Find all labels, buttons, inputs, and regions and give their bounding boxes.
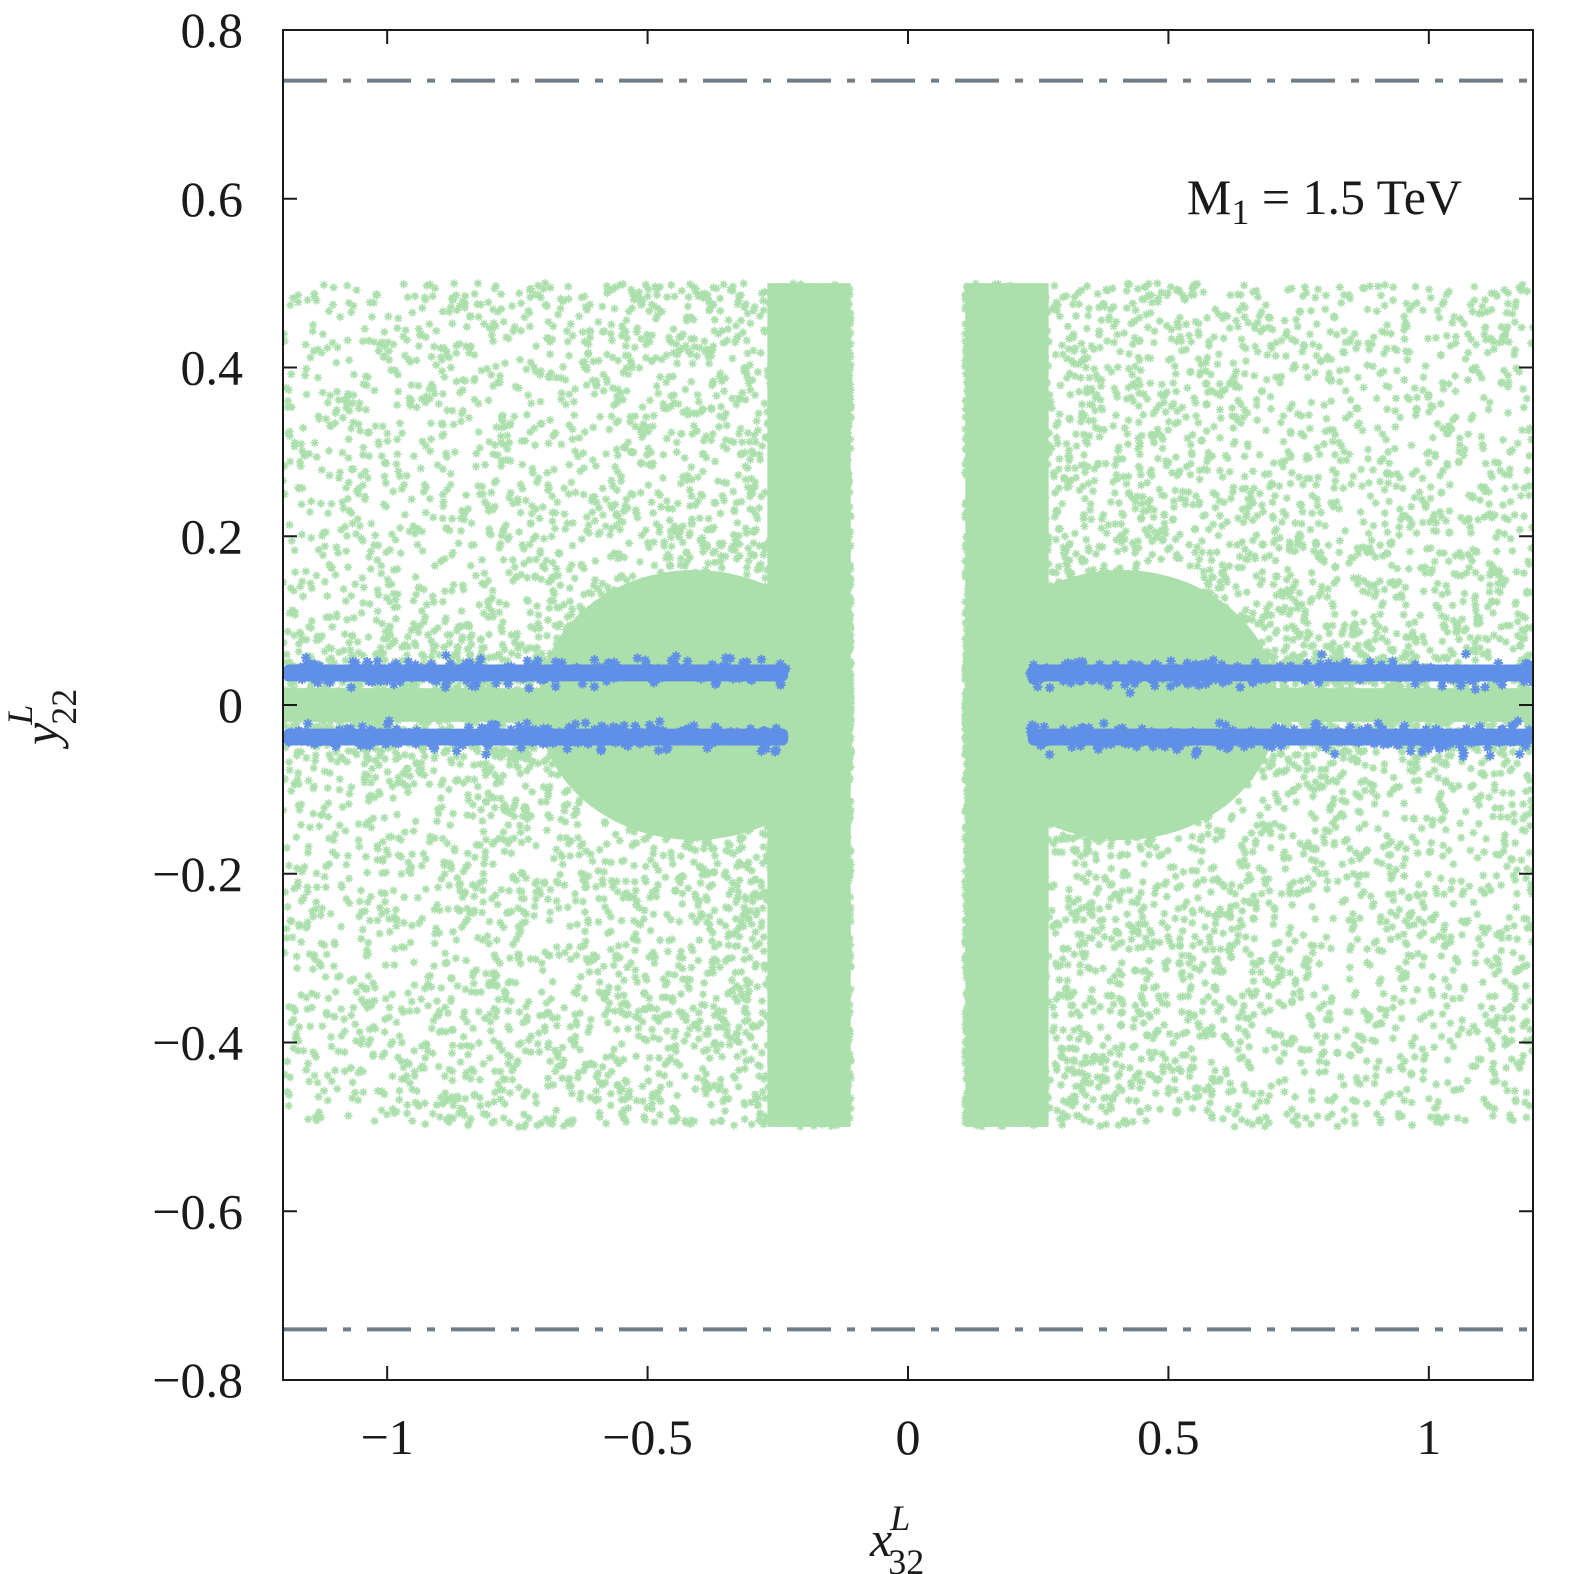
reference-lines [283,78,1533,1332]
blue-scatter-points [283,650,791,694]
y-tick-label: −0.8 [152,1352,243,1408]
green-scatter-points [960,279,1533,1132]
blue-scatter-points [1025,716,1533,762]
y-tick-label: 0.6 [181,171,244,227]
y-tick-label: 0.2 [181,508,244,564]
y-tick-label: 0.4 [181,340,244,396]
y-tick-label: −0.4 [152,1015,243,1071]
y-tick-label: −0.6 [152,1183,243,1239]
annotation-label: M1 = 1.5 TeV [1187,169,1462,232]
y-tick-label: 0.8 [181,2,244,58]
x-tick-label: −1 [361,1409,414,1465]
data-points [283,278,1533,1132]
y-tick-label: −0.2 [152,846,243,902]
x-tick-label: 0 [896,1409,921,1465]
x-axis-title: xL 32 [869,1498,924,1574]
y-tick-label: 0 [218,677,243,733]
x-tick-label: −0.5 [602,1409,693,1465]
axis-ticks: −1 −0.5 0 0.5 1 0.8 0.6 0.4 0.2 0 −0.2 −0.4 −0.6 −0.8 [152,2,1533,1465]
x-tick-label: 1 [1416,1409,1441,1465]
blue-scatter-points [283,715,786,760]
x-tick-label: 0.5 [1137,1409,1200,1465]
y-axis-title: yL 22 [0,689,84,750]
green-scatter-points [283,278,856,1132]
blue-scatter-points [1024,649,1533,698]
